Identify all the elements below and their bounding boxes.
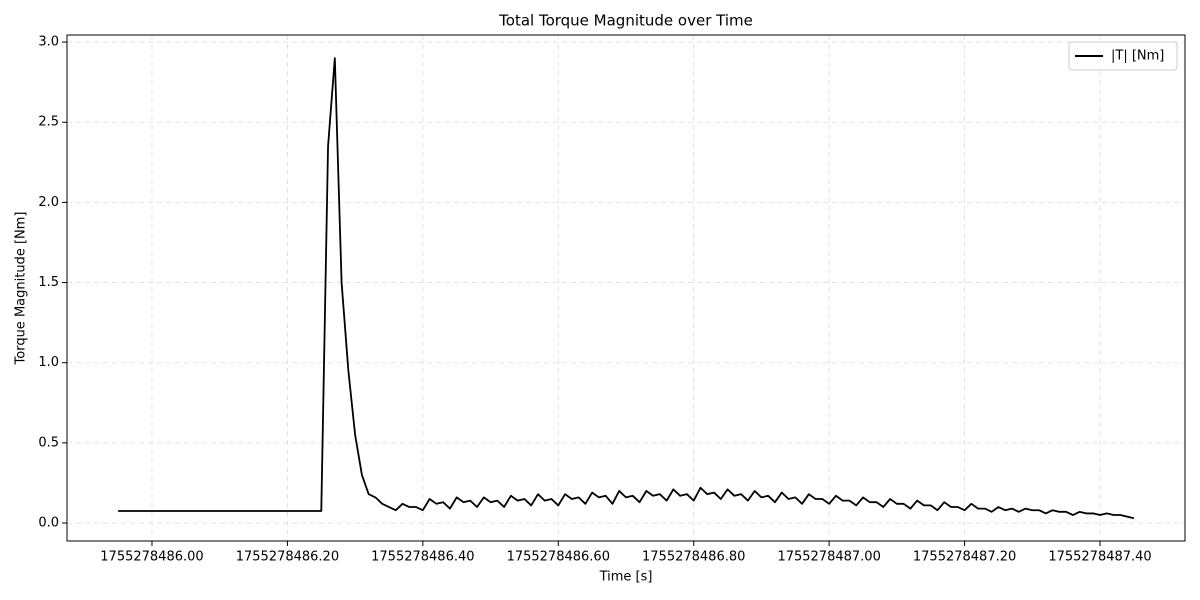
x-tick-label: 1755278486.00 bbox=[100, 550, 203, 565]
x-axis-label: Time [s] bbox=[599, 570, 653, 585]
x-tick-label: 1755278487.20 bbox=[913, 550, 1016, 565]
x-tick-label: 1755278487.00 bbox=[777, 550, 880, 565]
x-tick-label: 1755278486.20 bbox=[236, 550, 339, 565]
y-tick-label: 0.5 bbox=[38, 435, 59, 450]
x-tick-label: 1755278486.60 bbox=[507, 550, 610, 565]
x-tick-label: 1755278486.80 bbox=[642, 550, 745, 565]
plot-frame bbox=[66, 34, 1186, 542]
legend-label: |T| [Nm] bbox=[1111, 49, 1164, 64]
x-tick-label: 1755278487.40 bbox=[1048, 550, 1151, 565]
y-axis-label: Torque Magnitude [Nm] bbox=[14, 212, 29, 366]
x-tick-label: 1755278486.40 bbox=[371, 550, 474, 565]
y-tick-label: 1.0 bbox=[38, 355, 59, 370]
y-tick-label: 2.5 bbox=[38, 115, 59, 130]
data-line bbox=[118, 57, 1135, 520]
y-tick-label: 2.0 bbox=[38, 195, 59, 210]
chart-title: Total Torque Magnitude over Time bbox=[498, 12, 753, 30]
y-tick-label: 1.5 bbox=[38, 275, 59, 290]
y-tick-label: 3.0 bbox=[38, 35, 59, 50]
y-tick-label: 0.0 bbox=[38, 516, 59, 531]
legend-box bbox=[1068, 41, 1178, 71]
